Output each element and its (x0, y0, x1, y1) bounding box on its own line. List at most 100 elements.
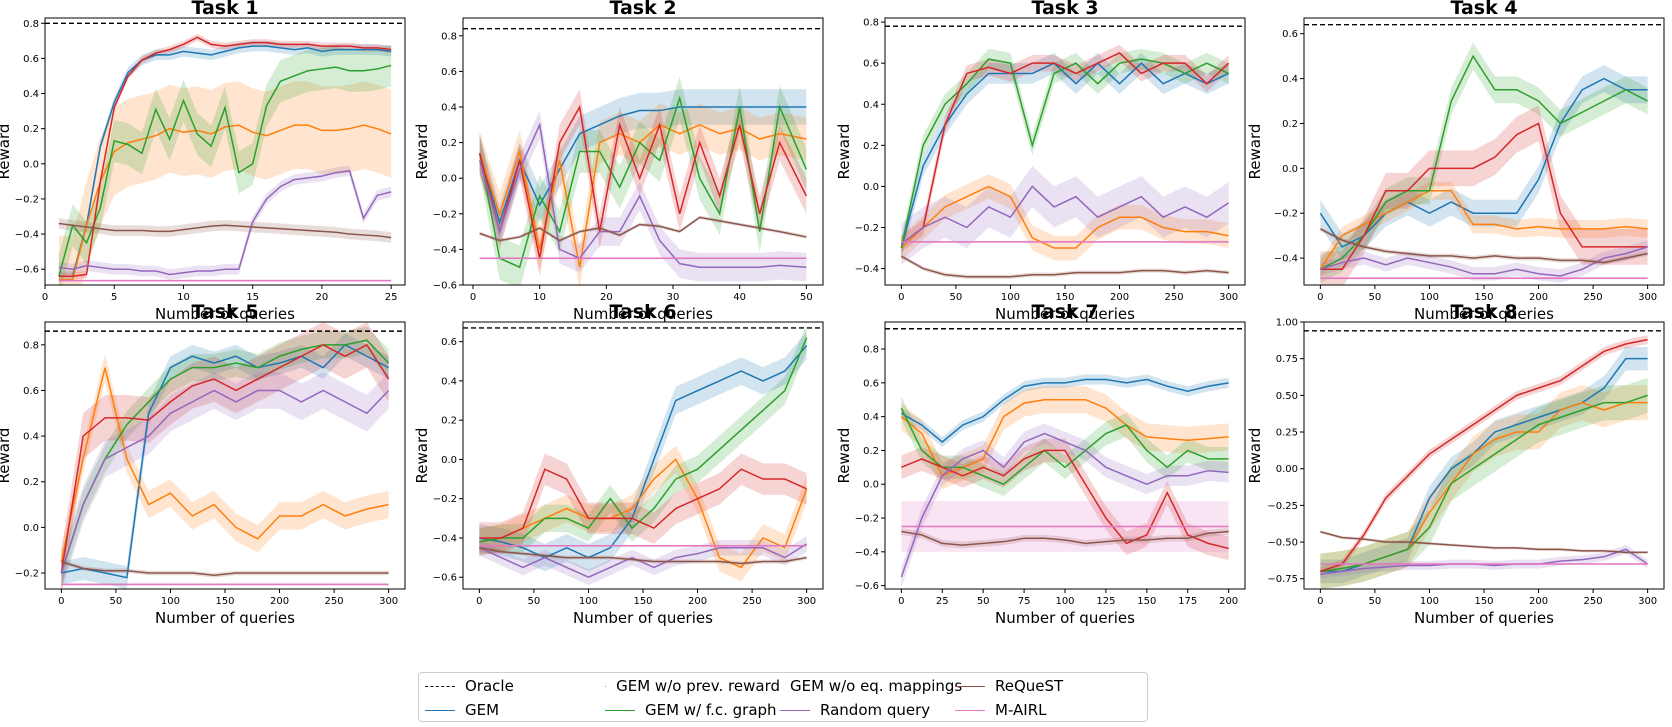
x-tick-label: 100 (161, 596, 180, 607)
x-tick-label: 75 (1018, 596, 1031, 607)
x-tick-label: 5 (111, 292, 117, 303)
line-gem (58, 45, 392, 277)
band-gem (479, 89, 807, 241)
x-tick-label: 200 (1219, 596, 1238, 607)
line-gem-w-o-eq-mappings (900, 52, 1230, 245)
y-tick-label: −0.6 (855, 581, 879, 592)
y-tick-label: 0.50 (1276, 391, 1298, 402)
legend-label: ReQueST (995, 677, 1064, 695)
y-tick-label: 0.2 (23, 124, 39, 135)
line-gem-w-o-eq-mappings (901, 449, 1229, 550)
line-random-query (1320, 246, 1648, 277)
band-request (58, 218, 392, 243)
x-tick-label: 200 (688, 596, 707, 607)
y-tick-label: −0.2 (855, 514, 879, 525)
plot-area (45, 22, 405, 285)
chart-title: Task 6 (609, 301, 676, 323)
legend-label: GEM w/o prev. reward (616, 677, 780, 695)
line-gem-w-o-eq-mappings (1320, 122, 1648, 271)
plot-area (1304, 330, 1664, 589)
y-axis-label: Reward (0, 428, 13, 484)
legend-swatch (425, 685, 455, 687)
x-tick-label: 150 (215, 596, 234, 607)
line-request (479, 547, 807, 565)
y-tick-label: 0.8 (863, 345, 879, 356)
line-request (61, 560, 389, 577)
x-tick-label: 100 (1420, 292, 1439, 303)
band-gem-w-o-eq-mappings (1320, 335, 1648, 576)
band-gem (901, 374, 1229, 448)
plot-frame (884, 321, 1246, 590)
line-random-query (900, 432, 1229, 578)
y-tick-label: 0.6 (1282, 29, 1298, 40)
band-random-query (61, 372, 389, 589)
y-tick-label: 0.4 (441, 103, 457, 114)
y-tick-label: 0.6 (441, 67, 457, 78)
line-gem-w-f-c-graph (1320, 54, 1648, 270)
x-tick-label: 0 (898, 292, 904, 303)
plot-area (45, 322, 405, 589)
band-gem-w-o-eq-mappings (479, 89, 807, 277)
y-tick-label: 0.0 (23, 523, 39, 534)
legend-item-request: ReQueST (955, 674, 1135, 698)
x-tick-label: 150 (1474, 292, 1493, 303)
band-gem-w-o-eq-mappings (901, 44, 1229, 253)
legend-label: GEM w/o eq. mappings (790, 677, 963, 695)
chart-title: Task 3 (1031, 0, 1098, 19)
y-tick-label: 0.0 (23, 159, 39, 170)
line-gem-w-f-c-graph (60, 339, 390, 574)
y-tick-label: 0.25 (1276, 428, 1298, 439)
line-random-query (478, 122, 807, 268)
x-tick-label: 0 (1317, 596, 1323, 607)
subplot-task-4: Task 4 Number of queries Reward 0 50 100 150 20… (1246, 0, 1665, 323)
plot-area (885, 25, 1245, 279)
x-tick-label: 50 (528, 596, 541, 607)
y-tick-label: −0.2 (15, 194, 39, 205)
x-tick-label: 0 (470, 292, 476, 303)
y-axis-label: Reward (835, 124, 853, 180)
band-gem (61, 333, 389, 589)
legend-swatch (605, 685, 607, 687)
y-tick-label: 0.8 (441, 31, 457, 42)
band-gem-w-f-c-graph (58, 44, 392, 285)
x-tick-label: 0 (1317, 292, 1323, 303)
x-axis-label: Number of queries (155, 305, 295, 323)
legend-item-random-query: Random query (780, 698, 955, 722)
x-tick-label: 25 (385, 292, 398, 303)
chart-title: Task 5 (191, 301, 258, 323)
x-tick-label: 0 (476, 596, 482, 607)
band-gem-w-f-c-graph (61, 326, 389, 587)
y-tick-label: 0.0 (1282, 164, 1298, 175)
x-tick-label: 200 (1529, 292, 1548, 303)
legend-swatch (605, 709, 635, 711)
legend-label: Oracle (465, 677, 514, 695)
x-tick-label: 0 (898, 596, 904, 607)
line-request (1320, 531, 1648, 554)
y-tick-label: −0.25 (1267, 501, 1298, 512)
y-axis-label: Reward (1246, 428, 1264, 484)
legend-swatch (955, 685, 985, 687)
plot-frame (44, 17, 406, 286)
line-gem-w-o-prev-reward (900, 398, 1229, 477)
x-tick-label: 50 (800, 292, 813, 303)
legend-swatch (780, 709, 810, 711)
y-tick-label: 0.75 (1276, 354, 1298, 365)
y-axis-label: Reward (413, 428, 431, 484)
line-request (900, 255, 1229, 278)
band-gem-w-f-c-graph (1320, 377, 1648, 589)
y-tick-label: 0.4 (441, 376, 457, 387)
line-random-query (60, 389, 390, 574)
legend-item-oracle: Oracle (425, 674, 605, 698)
x-tick-label: 50 (110, 596, 123, 607)
plot-frame (884, 17, 1246, 286)
plot-area (463, 323, 823, 586)
line-gem-w-o-eq-mappings (58, 36, 392, 277)
band-gem-w-o-prev-reward (479, 103, 807, 285)
x-tick-label: 50 (1369, 292, 1382, 303)
line-gem-w-o-prev-reward (60, 367, 389, 562)
x-tick-label: 300 (379, 596, 398, 607)
y-axis-label: Reward (0, 124, 13, 180)
